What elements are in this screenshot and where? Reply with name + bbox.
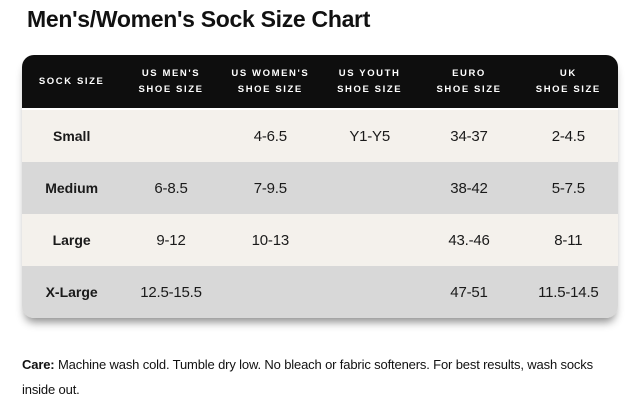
page-title: Men's/Women's Sock Size Chart (27, 6, 371, 32)
care-text: Machine wash cold. Tumble dry low. No bl… (22, 357, 593, 397)
column-header-us-youth: US YOUTH SHOE SIZE (320, 55, 419, 108)
cell-us-youth (320, 266, 419, 318)
header-line: US MEN'S (141, 67, 201, 79)
cell-us-mens: 9-12 (156, 231, 186, 249)
sock-size-chart-table: SOCK SIZE US MEN'S SHOE SIZE US WOMEN'S … (22, 55, 618, 318)
cell-us-womens (221, 266, 320, 318)
cell-us-youth (320, 214, 419, 266)
column-header-us-womens: US WOMEN'S SHOE SIZE (221, 55, 320, 108)
cell-euro: 34-37 (450, 127, 488, 145)
header-line: SHOE SIZE (337, 83, 403, 95)
cell-euro: 38-42 (450, 179, 488, 197)
table-row-x-large: X-Large 12.5-15.5 47-51 11.5-14.5 (22, 266, 618, 318)
header-line: SHOE SIZE (237, 83, 303, 95)
table-row-medium: Medium 6-8.5 7-9.5 38-42 5-7.5 (22, 162, 618, 214)
row-label: Large (52, 232, 91, 248)
table-header-row: SOCK SIZE US MEN'S SHOE SIZE US WOMEN'S … (22, 55, 618, 110)
cell-us-womens: 10-13 (251, 231, 290, 249)
cell-us-womens: 7-9.5 (253, 179, 287, 197)
cell-us-mens: 12.5-15.5 (140, 283, 202, 301)
header-line: UK (559, 67, 577, 79)
row-label: Medium (45, 180, 99, 196)
cell-us-mens: 6-8.5 (154, 179, 188, 197)
cell-euro: 43.-46 (448, 231, 490, 249)
cell-uk: 5-7.5 (551, 179, 585, 197)
header-line: SOCK SIZE (38, 75, 105, 87)
header-line: US WOMEN'S (231, 67, 310, 79)
cell-uk: 2-4.5 (551, 127, 585, 145)
cell-uk: 8-11 (554, 231, 583, 249)
table-row-large: Large 9-12 10-13 43.-46 8-11 (22, 214, 618, 266)
header-line: US YOUTH (338, 67, 401, 79)
cell-us-youth: Y1-Y5 (349, 127, 391, 145)
header-line: SHOE SIZE (535, 83, 601, 95)
cell-euro: 47-51 (450, 283, 488, 301)
header-line: SHOE SIZE (138, 83, 204, 95)
cell-us-womens: 4-6.5 (253, 127, 287, 145)
column-header-euro: EURO SHOE SIZE (419, 55, 518, 108)
row-label: X-Large (45, 284, 98, 300)
column-header-sock-size: SOCK SIZE (22, 55, 121, 108)
cell-uk: 11.5-14.5 (538, 283, 599, 301)
header-line: EURO (452, 67, 486, 79)
column-header-uk: UK SHOE SIZE (519, 55, 618, 108)
care-label: Care: (22, 357, 55, 372)
table-row-small: Small 4-6.5 Y1-Y5 34-37 2-4.5 (22, 110, 618, 162)
column-header-us-mens: US MEN'S SHOE SIZE (121, 55, 220, 108)
row-label: Small (52, 128, 91, 144)
care-instructions: Care: Machine wash cold. Tumble dry low.… (22, 352, 624, 402)
cell-us-mens (121, 110, 220, 162)
cell-us-youth (320, 162, 419, 214)
header-line: SHOE SIZE (436, 83, 502, 95)
